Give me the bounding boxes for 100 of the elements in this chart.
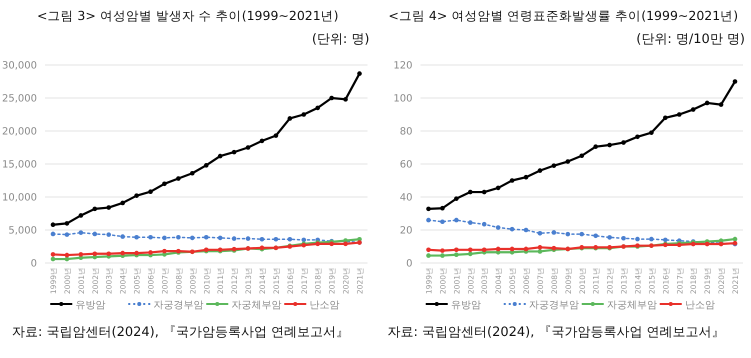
point bbox=[343, 242, 348, 246]
point bbox=[607, 142, 612, 148]
point bbox=[454, 248, 459, 252]
point bbox=[426, 248, 431, 252]
point bbox=[301, 238, 306, 242]
point bbox=[78, 252, 84, 257]
legend-label: 난소암 bbox=[309, 300, 340, 311]
point bbox=[607, 235, 612, 240]
point bbox=[663, 238, 668, 242]
point bbox=[190, 170, 195, 176]
point bbox=[510, 226, 514, 232]
point bbox=[579, 232, 584, 236]
point bbox=[482, 222, 487, 227]
point bbox=[176, 234, 181, 240]
point bbox=[635, 134, 640, 140]
point bbox=[440, 206, 445, 211]
point bbox=[524, 246, 528, 252]
text: 자료: 국립암센터(2024), 『국가암등록사업 연례보고서』 bbox=[388, 325, 725, 340]
point bbox=[176, 176, 181, 181]
point bbox=[64, 232, 70, 237]
point bbox=[566, 159, 570, 164]
point bbox=[496, 225, 500, 230]
point bbox=[704, 100, 710, 106]
point bbox=[120, 200, 125, 206]
y-tick-label: 0 bbox=[30, 258, 37, 270]
point bbox=[621, 236, 626, 241]
point bbox=[148, 234, 153, 240]
point bbox=[162, 182, 167, 186]
point bbox=[301, 112, 306, 117]
point bbox=[593, 144, 598, 149]
point bbox=[78, 213, 84, 218]
point bbox=[635, 236, 640, 242]
legend-label: 자궁체부암 bbox=[231, 300, 282, 311]
point bbox=[426, 206, 431, 212]
text: 자료: 국립암센터(2024), 『국가암등록사업 연례보고서』 bbox=[12, 325, 350, 340]
point bbox=[274, 133, 278, 138]
point bbox=[621, 140, 626, 145]
point bbox=[148, 250, 153, 255]
point bbox=[524, 174, 528, 180]
point bbox=[92, 206, 98, 212]
point bbox=[50, 252, 56, 257]
point bbox=[426, 253, 431, 258]
point bbox=[232, 236, 236, 241]
point bbox=[468, 190, 473, 194]
point bbox=[732, 79, 738, 84]
point bbox=[78, 230, 84, 235]
chart-title: <그림 3> 여성암별 발생자 수 추이(1999~2021년) bbox=[36, 8, 339, 23]
point bbox=[579, 153, 584, 158]
y-tick-label: 20,000 bbox=[2, 126, 37, 138]
point bbox=[50, 222, 56, 228]
point bbox=[260, 236, 264, 242]
y-tick-label: 120 bbox=[393, 60, 412, 72]
y-tick-label: 25,000 bbox=[2, 94, 37, 104]
point bbox=[676, 112, 682, 117]
point bbox=[496, 246, 500, 252]
point bbox=[50, 256, 56, 262]
point bbox=[482, 248, 487, 252]
point bbox=[288, 116, 292, 121]
point bbox=[496, 186, 500, 190]
legend-label: 자궁경부암 bbox=[528, 300, 579, 311]
point bbox=[538, 168, 542, 173]
point bbox=[566, 232, 570, 236]
point bbox=[468, 220, 473, 225]
point bbox=[218, 236, 222, 240]
y-tick-label: 15,000 bbox=[2, 160, 37, 170]
point bbox=[482, 190, 487, 194]
point bbox=[92, 251, 98, 256]
y-tick-label: 5,000 bbox=[8, 226, 37, 236]
chart-title: <그림 4> 여성암별 연령표준화발생률 추이(1999~2021년) bbox=[388, 8, 738, 23]
legend-label: 자궁경부암 bbox=[153, 300, 204, 311]
point bbox=[718, 102, 724, 107]
point bbox=[732, 236, 738, 242]
point bbox=[218, 154, 222, 158]
y-tick-label: 30,000 bbox=[2, 60, 37, 72]
y-tick-label: 10,000 bbox=[2, 192, 37, 204]
point bbox=[274, 236, 278, 242]
point bbox=[246, 145, 250, 150]
point bbox=[106, 232, 112, 237]
legend-label: 유방암 bbox=[75, 300, 106, 311]
point bbox=[204, 163, 209, 168]
point bbox=[106, 205, 112, 210]
legend-label: 난소암 bbox=[684, 300, 715, 311]
point bbox=[552, 230, 556, 235]
point bbox=[440, 253, 445, 258]
point bbox=[162, 248, 167, 254]
point bbox=[538, 245, 542, 250]
point bbox=[288, 236, 292, 242]
point bbox=[440, 248, 445, 253]
point bbox=[690, 107, 696, 112]
y-tick-label: 100 bbox=[393, 94, 412, 104]
point bbox=[190, 236, 195, 240]
point bbox=[510, 178, 514, 183]
y-tick-label: 60 bbox=[400, 160, 412, 170]
point bbox=[663, 116, 668, 120]
point bbox=[426, 218, 431, 222]
point bbox=[454, 196, 459, 201]
point bbox=[134, 193, 139, 198]
legend-label: 자궁체부암 bbox=[606, 300, 657, 311]
point bbox=[148, 189, 153, 194]
point bbox=[440, 219, 445, 224]
